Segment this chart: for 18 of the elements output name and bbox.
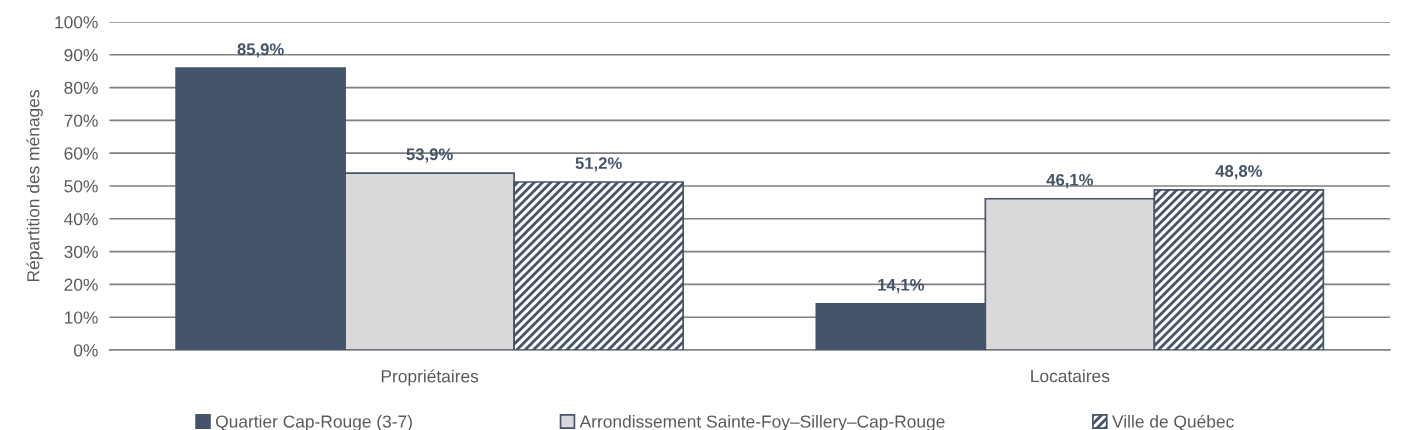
y-tick-label: 40% [64, 212, 98, 226]
y-axis-title: Répartition des ménages [26, 90, 43, 282]
data-label: 48,8% [1215, 165, 1263, 180]
y-tick-label: 90% [64, 48, 98, 62]
y-tick-label: 30% [64, 245, 98, 259]
data-label: 51,2% [575, 157, 622, 172]
x-tick-label: Propriétaires [381, 369, 479, 386]
y-tick-label: 100% [55, 16, 98, 29]
y-tick-label: 80% [64, 81, 98, 95]
y-tick-label: 10% [64, 311, 98, 324]
data-label: 46,1% [1046, 173, 1094, 189]
y-tick-label: 0% [73, 344, 98, 357]
y-tick-label: 20% [64, 278, 98, 291]
y-tick-label: 50% [64, 180, 98, 193]
x-tick-label: Locataires [1031, 369, 1110, 383]
y-tick-label: 70% [64, 114, 98, 127]
y-tick-label: 60% [64, 147, 98, 160]
legend-label: Ville de Québec [1112, 414, 1234, 430]
